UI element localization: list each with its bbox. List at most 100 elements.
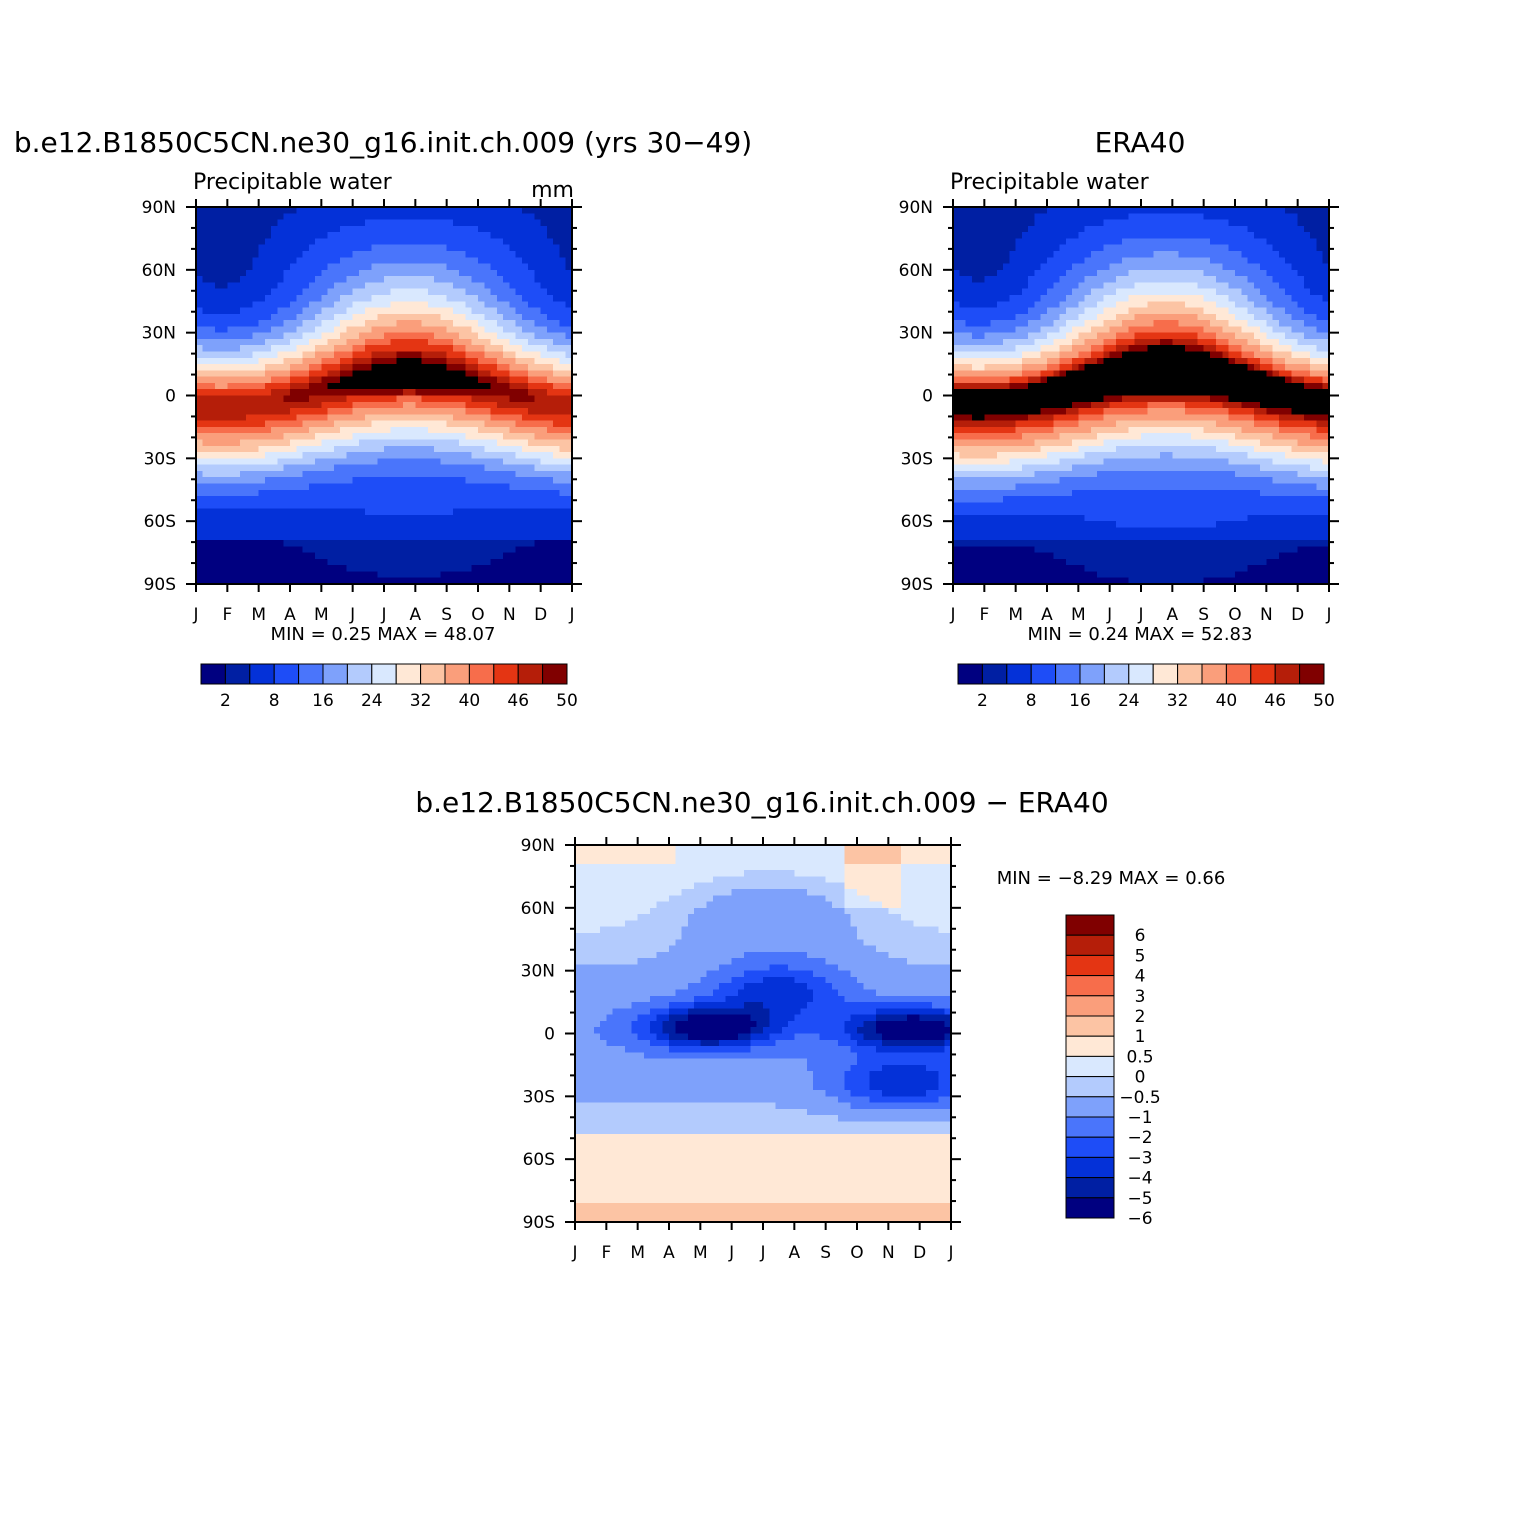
heatmap-cell xyxy=(283,282,291,290)
heatmap-cell xyxy=(496,395,504,403)
heatmap-cell xyxy=(953,533,960,541)
heatmap-cell xyxy=(308,508,316,516)
heatmap-cell xyxy=(1034,558,1042,566)
heatmap-cell xyxy=(959,219,967,227)
heatmap-cell xyxy=(490,338,498,346)
heatmap-cell xyxy=(478,370,485,378)
heatmap-cell xyxy=(971,351,979,359)
heatmap-cell xyxy=(365,389,373,397)
heatmap-cell xyxy=(290,420,297,428)
heatmap-cell xyxy=(459,282,467,290)
heatmap-cell xyxy=(208,514,216,522)
heatmap-cell xyxy=(340,307,347,315)
heatmap-cell xyxy=(465,571,473,579)
heatmap-cell xyxy=(521,452,529,459)
heatmap-cell xyxy=(953,313,960,321)
heatmap-cell xyxy=(440,508,448,516)
heatmap-cell xyxy=(258,332,266,340)
heatmap-cell xyxy=(1059,565,1067,573)
heatmap-cell xyxy=(1078,288,1086,296)
heatmap-cell xyxy=(984,345,992,353)
heatmap-cell xyxy=(340,357,347,365)
heatmap-cell xyxy=(252,294,260,302)
heatmap-cell xyxy=(996,496,1004,503)
heatmap-cell xyxy=(1015,382,1023,390)
heatmap-cell xyxy=(996,502,1004,510)
heatmap-cell xyxy=(490,213,498,221)
heatmap-cell xyxy=(246,326,253,334)
heatmap-cell xyxy=(1072,552,1079,560)
heatmap-cell xyxy=(1065,257,1073,265)
heatmap-cell xyxy=(459,370,467,378)
heatmap-cell xyxy=(440,357,448,365)
heatmap-cell xyxy=(1059,276,1067,283)
heatmap-cell xyxy=(239,426,247,434)
heatmap-cell xyxy=(233,533,241,541)
heatmap-cell xyxy=(434,527,441,535)
heatmap-cell xyxy=(296,269,304,277)
heatmap-cell xyxy=(559,307,567,315)
heatmap-cell xyxy=(990,307,998,315)
heatmap-cell xyxy=(478,351,485,359)
heatmap-cell xyxy=(1047,389,1054,397)
heatmap-cell xyxy=(534,458,542,466)
heatmap-cell xyxy=(308,332,316,340)
heatmap-cell xyxy=(553,445,561,453)
heatmap-cell xyxy=(302,433,310,441)
heatmap-cell xyxy=(959,458,967,466)
heatmap-cell xyxy=(371,533,379,541)
heatmap-cell xyxy=(1078,320,1086,327)
heatmap-cell xyxy=(515,357,523,365)
heatmap-cell xyxy=(465,364,473,371)
heatmap-cell xyxy=(227,458,235,466)
heatmap-cell xyxy=(521,508,529,516)
heatmap-cell xyxy=(296,439,304,447)
heatmap-cell xyxy=(365,496,373,503)
heatmap-cell xyxy=(214,496,222,503)
heatmap-cell xyxy=(377,326,385,334)
heatmap-cell xyxy=(371,282,379,290)
heatmap-cell xyxy=(1072,502,1079,510)
heatmap-cell xyxy=(1021,232,1029,240)
heatmap-cell xyxy=(559,408,567,415)
heatmap-cell xyxy=(440,282,448,290)
heatmap-cell xyxy=(421,276,429,283)
heatmap-cell xyxy=(559,276,567,283)
heatmap-cell xyxy=(346,496,354,503)
heatmap-cell xyxy=(478,294,485,302)
heatmap-cell xyxy=(478,307,485,315)
heatmap-cell xyxy=(296,552,304,560)
heatmap-cell xyxy=(446,426,454,434)
heatmap-cell xyxy=(1034,426,1042,434)
heatmap-cell xyxy=(496,552,504,560)
heatmap-cell xyxy=(340,558,347,566)
heatmap-cell xyxy=(990,483,998,491)
heatmap-cell xyxy=(202,565,210,573)
heatmap-cell xyxy=(377,565,385,573)
heatmap-cell xyxy=(1028,439,1036,447)
heatmap-cell xyxy=(540,294,548,302)
heatmap-cell xyxy=(196,389,203,397)
heatmap-cell xyxy=(202,225,210,233)
heatmap-cell xyxy=(315,244,322,252)
heatmap-cell xyxy=(277,508,285,516)
heatmap-cell xyxy=(1009,225,1017,233)
heatmap-cell xyxy=(396,439,404,447)
heatmap-cell xyxy=(352,477,360,485)
heatmap-cell xyxy=(296,288,304,296)
heatmap-cell xyxy=(1047,294,1054,302)
heatmap-cell xyxy=(984,313,992,321)
heatmap-cell xyxy=(528,426,535,434)
heatmap-cell xyxy=(565,238,573,246)
heatmap-cell xyxy=(434,546,441,554)
heatmap-cell xyxy=(290,558,297,566)
heatmap-cell xyxy=(409,445,416,453)
heatmap-cell xyxy=(271,452,279,459)
heatmap-cell xyxy=(427,263,435,271)
heatmap-cell xyxy=(421,483,429,491)
heatmap-cell xyxy=(490,546,498,554)
heatmap-cell xyxy=(415,263,423,271)
heatmap-cell xyxy=(515,452,523,459)
heatmap-cell xyxy=(546,452,554,459)
heatmap-cell xyxy=(327,577,335,585)
